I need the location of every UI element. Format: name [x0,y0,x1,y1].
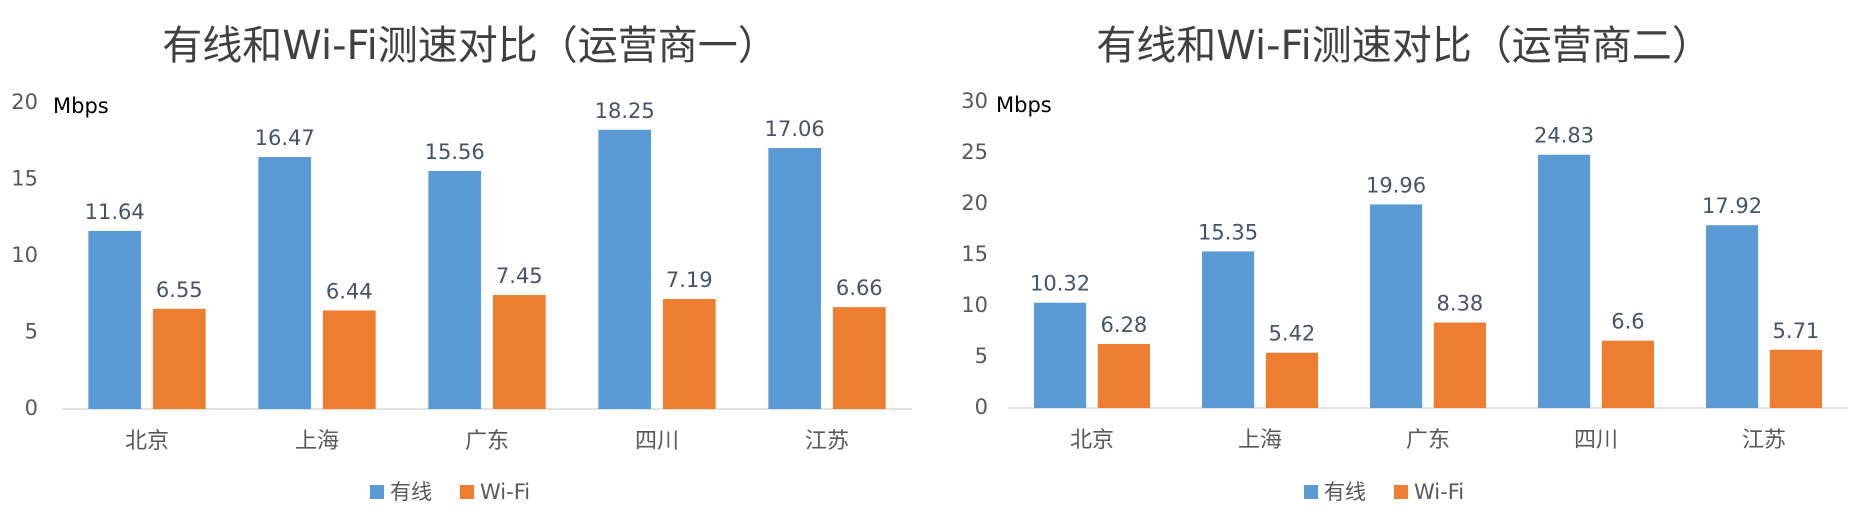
bar [1433,322,1486,408]
y-tick-label: 10 [961,293,988,317]
legend-label: 有线 [390,480,432,504]
y-tick-label: 10 [11,243,38,267]
legend: 有线 Wi-Fi [1304,480,1464,504]
bar [258,157,312,409]
data-label: 16.47 [255,126,315,150]
data-label: 6.6 [1611,310,1644,334]
legend: 有线 Wi-Fi [370,480,530,504]
bar [88,230,142,409]
data-label: 6.55 [156,278,203,302]
data-label: 18.25 [595,99,655,123]
bar [1601,340,1654,408]
bar [1034,302,1087,408]
bar [428,170,482,409]
x-tick-label: 江苏 [805,429,849,454]
data-label: 8.38 [1437,292,1484,316]
data-label: 7.45 [496,264,543,288]
data-label: 5.71 [1773,319,1820,343]
y-tick-label: 15 [961,242,988,266]
data-label: 19.96 [1366,173,1426,197]
x-tick-label: 广东 [1406,428,1450,453]
x-tick-label: 北京 [125,429,169,454]
bar [492,295,546,409]
data-label: 17.06 [765,117,825,141]
y-tick-label: 5 [25,320,38,344]
x-tick-label: 江苏 [1742,428,1786,453]
legend-swatch [460,485,474,499]
y-tick-label: 20 [961,191,988,215]
data-label: 6.28 [1101,313,1148,337]
bar [598,129,652,409]
bar [152,308,206,409]
x-tick-label: 上海 [295,429,339,454]
data-label: 24.83 [1534,124,1594,148]
y-unit: Mbps [996,93,1052,117]
data-label: 7.19 [666,268,713,292]
data-label: 15.35 [1198,220,1258,244]
legend-swatch [1304,485,1318,499]
data-label: 6.66 [836,276,883,300]
bar [832,307,886,409]
legend-label: Wi-Fi [480,480,530,504]
x-tick-label: 北京 [1070,428,1114,453]
y-tick-label: 5 [975,344,988,368]
chart-title: 有线和Wi-Fi测速对比（运营商一） [162,23,777,69]
legend-label: 有线 [1324,480,1366,504]
data-label: 15.56 [425,140,485,164]
bar [1370,204,1423,408]
x-tick-label: 上海 [1238,428,1282,453]
bar [1265,352,1318,408]
data-label: 10.32 [1030,272,1090,296]
y-tick-label: 20 [11,90,38,114]
y-tick-label: 25 [961,140,988,164]
data-label: 11.64 [85,200,145,224]
x-tick-label: 广东 [465,429,509,454]
data-label: 6.44 [326,279,373,303]
bar [322,310,376,409]
y-tick-label: 0 [975,395,988,419]
x-tick-label: 四川 [1574,428,1618,453]
legend-swatch [1394,485,1408,499]
chart-title: 有线和Wi-Fi测速对比（运营商二） [1096,23,1711,69]
bar [1769,349,1822,408]
data-label: 5.42 [1269,322,1316,346]
bar [1202,251,1255,408]
x-tick-label: 四川 [635,429,679,454]
y-tick-label: 0 [25,396,38,420]
data-label: 17.92 [1702,194,1762,218]
bar [1706,225,1759,408]
bar [662,298,716,409]
bar [1097,343,1150,408]
bar [1538,154,1591,408]
bar [768,147,822,409]
legend-swatch [370,485,384,499]
y-tick-label: 30 [961,89,988,113]
legend-label: Wi-Fi [1414,480,1464,504]
y-unit: Mbps [53,94,109,118]
y-tick-label: 15 [11,167,38,191]
